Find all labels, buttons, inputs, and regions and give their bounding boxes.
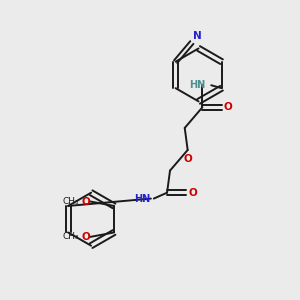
Text: CH₃: CH₃ [62,197,79,206]
Text: O: O [82,232,91,242]
Text: O: O [189,188,197,198]
Text: CH₃: CH₃ [62,232,79,242]
Text: O: O [224,102,233,112]
Text: O: O [184,154,193,164]
Text: N: N [193,31,202,41]
Text: HN: HN [189,80,205,90]
Text: O: O [82,196,91,206]
Text: HN: HN [135,194,151,204]
